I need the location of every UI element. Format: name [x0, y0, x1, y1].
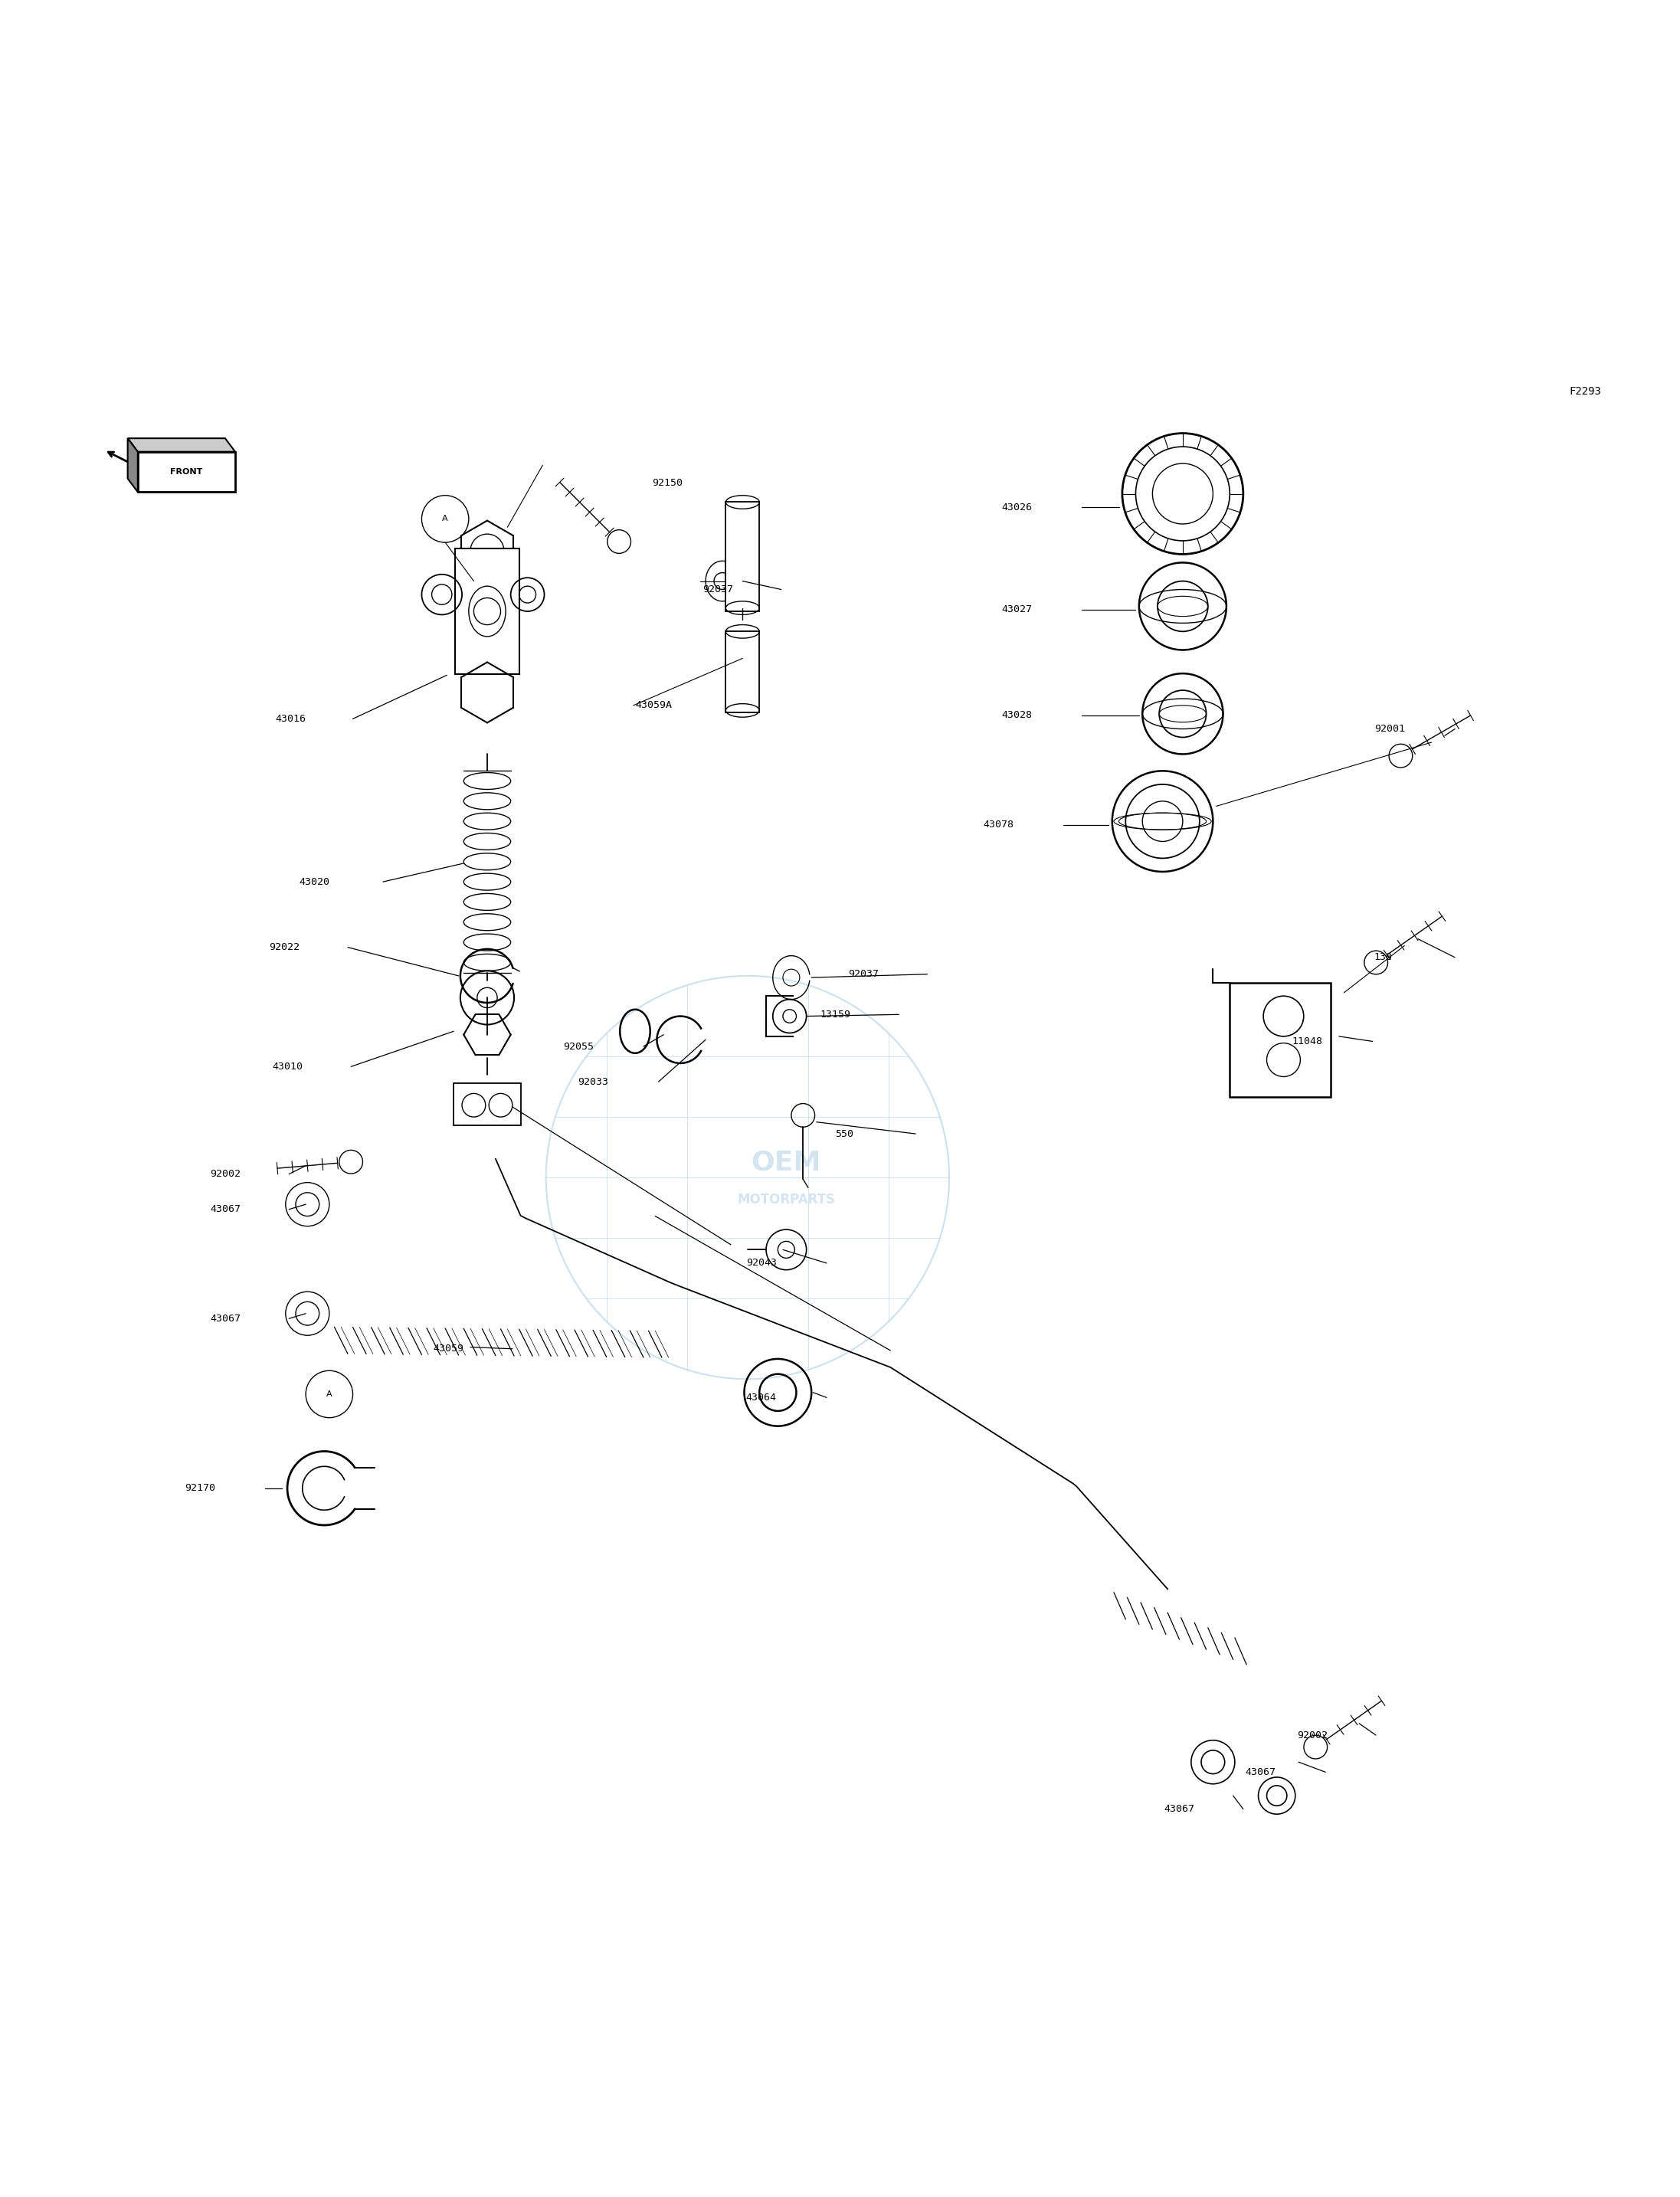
Text: A: A [442, 514, 449, 523]
Text: 43059A: 43059A [635, 701, 672, 710]
Text: 13159: 13159 [820, 1011, 850, 1019]
Text: MOTORPARTS: MOTORPARTS [738, 1193, 835, 1206]
Text: 130: 130 [1374, 953, 1393, 962]
Text: 550: 550 [835, 1129, 853, 1138]
Text: 43067: 43067 [1245, 1766, 1275, 1777]
Text: 92150: 92150 [652, 477, 682, 488]
Polygon shape [128, 437, 138, 492]
Text: 43028: 43028 [1001, 710, 1032, 721]
FancyBboxPatch shape [454, 1083, 521, 1125]
Text: 43010: 43010 [272, 1061, 302, 1072]
Text: 43067: 43067 [1164, 1804, 1194, 1815]
FancyBboxPatch shape [726, 503, 759, 611]
Text: 92043: 92043 [746, 1259, 776, 1268]
Text: 11048: 11048 [1292, 1037, 1322, 1046]
Text: 92001: 92001 [1374, 725, 1404, 734]
Text: 92055: 92055 [563, 1041, 593, 1052]
Text: F2293: F2293 [1569, 387, 1601, 398]
Text: 92002: 92002 [1297, 1731, 1327, 1740]
Polygon shape [138, 453, 235, 492]
Text: 92037: 92037 [702, 584, 732, 595]
Text: 92002: 92002 [210, 1169, 240, 1180]
Text: 43026: 43026 [1001, 503, 1032, 512]
Text: 92170: 92170 [185, 1483, 215, 1494]
FancyBboxPatch shape [1230, 982, 1331, 1096]
Text: 92037: 92037 [848, 969, 879, 980]
Text: 43059: 43059 [433, 1345, 464, 1353]
Text: 43078: 43078 [983, 819, 1013, 830]
Text: 92022: 92022 [269, 943, 299, 951]
Polygon shape [128, 437, 235, 453]
FancyBboxPatch shape [455, 549, 519, 674]
Text: 92033: 92033 [578, 1077, 608, 1088]
Text: 43067: 43067 [210, 1314, 240, 1323]
Text: A: A [326, 1391, 333, 1397]
Text: 43067: 43067 [210, 1204, 240, 1215]
FancyBboxPatch shape [726, 631, 759, 712]
Text: 43064: 43064 [746, 1393, 776, 1402]
Text: 43016: 43016 [276, 714, 306, 723]
Text: 43020: 43020 [299, 877, 329, 888]
Text: OEM: OEM [751, 1149, 822, 1175]
Text: FRONT: FRONT [170, 468, 203, 477]
Text: 43027: 43027 [1001, 604, 1032, 615]
